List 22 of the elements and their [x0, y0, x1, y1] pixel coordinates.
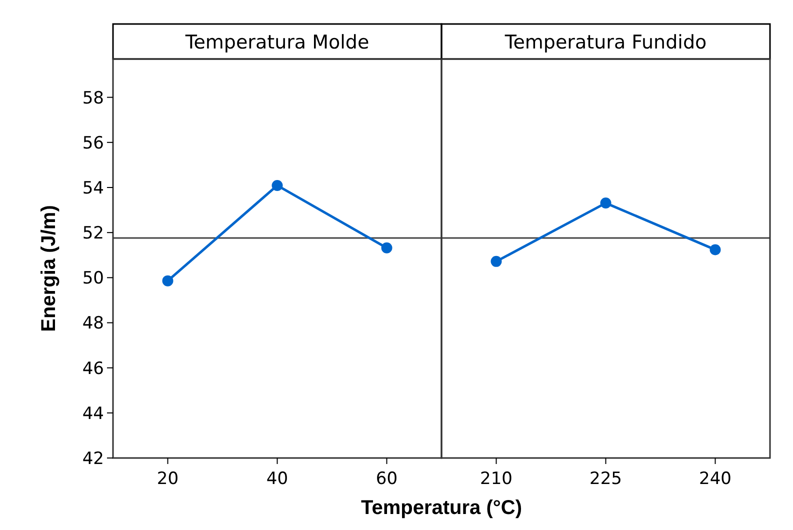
y-tick-label: 54 [82, 178, 104, 198]
chart-title: Temperatura Fundido [504, 32, 707, 54]
chart-title: Temperatura Molde [184, 32, 370, 54]
y-tick-label: 56 [82, 133, 104, 154]
x-tick-label: 225 [590, 469, 622, 489]
y-tick-label: 52 [82, 224, 104, 244]
x-tick-label: 60 [376, 469, 398, 489]
x-tick-label: 40 [266, 469, 288, 489]
point [162, 275, 174, 286]
x-tick-label: 240 [699, 469, 732, 489]
y-tick-label: 48 [82, 314, 104, 334]
y-tick-label: 46 [82, 358, 104, 379]
x-tick-label: 20 [156, 469, 179, 489]
y-tick-label: 50 [82, 268, 104, 289]
x-axis-title: Temperatura (°C) [361, 497, 522, 519]
point [381, 242, 392, 254]
y-tick-label: 44 [82, 404, 104, 424]
y-tick-label: 58 [82, 88, 104, 108]
point [272, 180, 283, 191]
x-tick-label: 210 [480, 469, 512, 489]
y-tick-label: 42 [82, 449, 104, 469]
y-axis-title: Energia (J/m) [38, 205, 60, 332]
